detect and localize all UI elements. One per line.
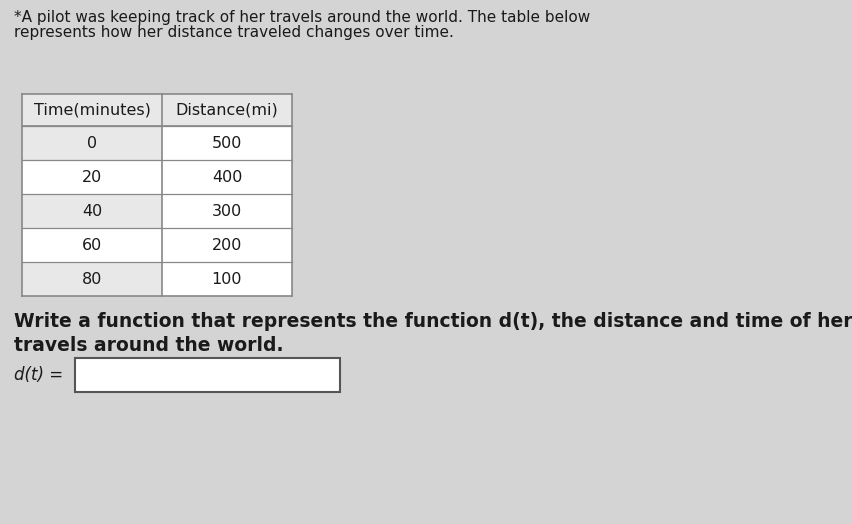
Bar	[22, 160, 162, 194]
Text: represents how her distance traveled changes over time.: represents how her distance traveled cha…	[14, 25, 453, 40]
Bar	[22, 94, 291, 296]
Text: Distance(mi): Distance(mi)	[176, 103, 278, 117]
Bar	[75, 358, 340, 392]
Text: *A pilot was keeping track of her travels around the world. The table below: *A pilot was keeping track of her travel…	[14, 10, 590, 25]
Bar	[22, 228, 162, 262]
Text: 60: 60	[82, 237, 102, 253]
Text: 200: 200	[211, 237, 242, 253]
Bar	[22, 94, 291, 126]
Text: 500: 500	[211, 136, 242, 150]
Bar	[22, 126, 162, 160]
Text: 300: 300	[211, 203, 242, 219]
Text: Time(minutes): Time(minutes)	[33, 103, 150, 117]
Text: 20: 20	[82, 169, 102, 184]
Text: 400: 400	[211, 169, 242, 184]
Bar	[22, 194, 162, 228]
Text: 100: 100	[211, 271, 242, 287]
Text: Write a function that represents the function d(t), the distance and time of her: Write a function that represents the fun…	[14, 312, 852, 331]
Bar	[22, 262, 162, 296]
Text: 0: 0	[87, 136, 97, 150]
Text: 40: 40	[82, 203, 102, 219]
Text: 80: 80	[82, 271, 102, 287]
Text: travels around the world.: travels around the world.	[14, 336, 283, 355]
Text: d(t) =: d(t) =	[14, 366, 63, 384]
